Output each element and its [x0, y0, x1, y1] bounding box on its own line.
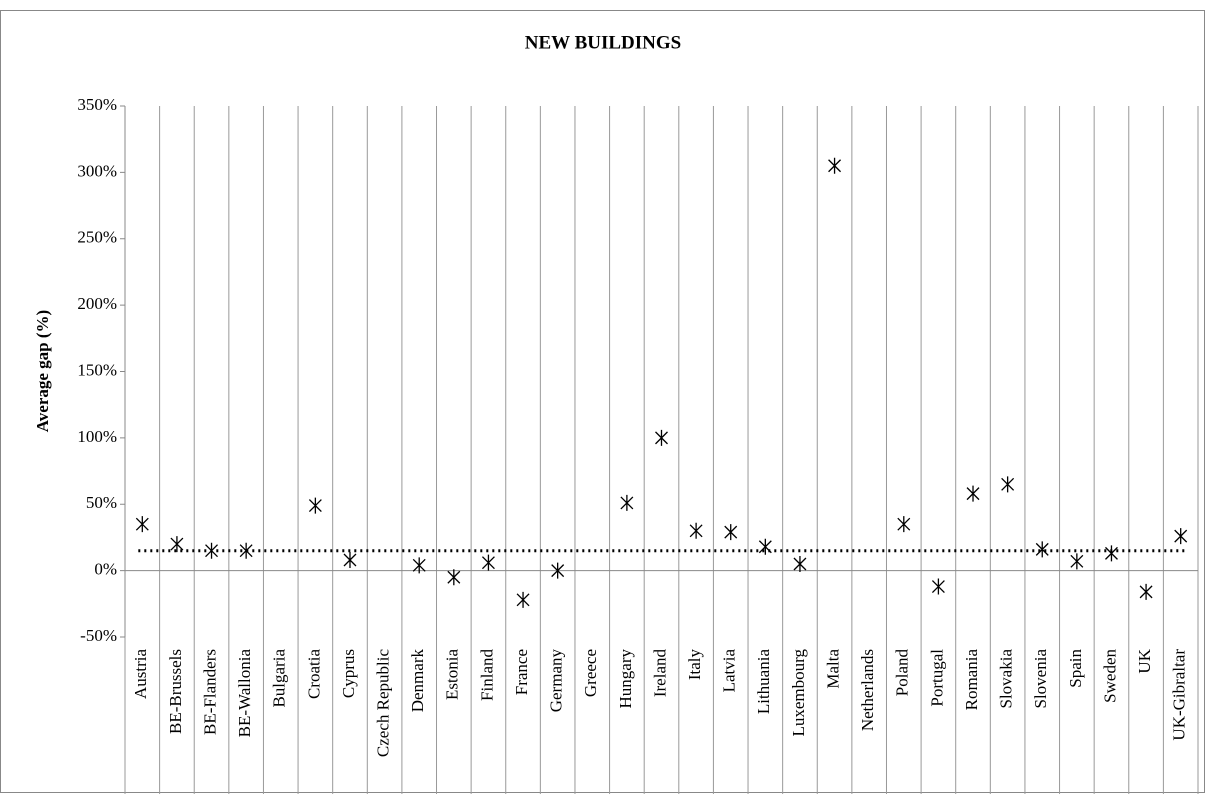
x-tick-label: Finland — [477, 649, 496, 701]
y-tick-label: 200% — [77, 294, 117, 313]
y-tick-label: -50% — [80, 626, 117, 645]
marker — [551, 562, 565, 579]
x-tick-label: BE-Flanders — [200, 649, 219, 735]
x-tick-label: Netherlands — [858, 649, 877, 731]
marker — [1035, 541, 1049, 558]
x-tick-label: Sweden — [1100, 649, 1119, 703]
marker — [1105, 545, 1118, 562]
marker — [1139, 583, 1153, 600]
x-tick-label: Malta — [823, 649, 842, 689]
y-tick-label: 300% — [77, 161, 117, 180]
x-tick-label: Portugal — [927, 649, 946, 707]
x-tick-label: Estonia — [443, 649, 462, 700]
marker — [931, 578, 945, 595]
x-tick-label: Austria — [131, 649, 150, 700]
x-tick-label: Cyprus — [339, 649, 358, 698]
chart-border — [0, 10, 1205, 793]
marker — [412, 557, 426, 574]
y-tick-label: 50% — [86, 493, 117, 512]
y-tick-label: 100% — [77, 427, 117, 446]
x-tick-label: UK-Gibraltar — [1170, 649, 1189, 741]
marker — [1070, 553, 1084, 570]
marker — [793, 555, 807, 572]
x-tick-label: Bulgaria — [270, 649, 289, 708]
chart-title: NEW BUILDINGS — [525, 32, 681, 53]
marker — [481, 554, 495, 571]
marker — [620, 494, 634, 511]
marker — [447, 569, 461, 586]
y-axis-label: Average gap (%) — [33, 310, 52, 432]
marker — [516, 591, 530, 608]
x-tick-label: Latvia — [720, 649, 739, 693]
marker — [897, 516, 911, 533]
x-tick-label: Lithuania — [754, 649, 773, 715]
x-tick-label: Croatia — [304, 649, 323, 699]
y-tick-label: 350% — [77, 95, 117, 114]
y-tick-label: 250% — [77, 228, 117, 247]
marker — [828, 157, 842, 174]
x-tick-label: Slovenia — [1031, 649, 1050, 709]
marker — [1001, 476, 1015, 493]
marker — [655, 429, 668, 446]
marker — [724, 524, 738, 541]
x-tick-label: France — [512, 649, 531, 695]
marker — [758, 538, 772, 555]
x-tick-label: Spain — [1066, 649, 1085, 688]
marker — [308, 497, 322, 514]
marker — [135, 516, 149, 533]
marker — [239, 542, 253, 559]
marker — [343, 552, 357, 569]
marker — [170, 536, 184, 553]
x-tick-label: Slovakia — [997, 649, 1016, 709]
marker — [689, 522, 703, 539]
marker — [966, 485, 980, 502]
x-tick-label: Ireland — [650, 649, 669, 698]
y-tick-label: 150% — [77, 360, 117, 379]
x-tick-label: Hungary — [616, 649, 635, 709]
y-tick-label: 0% — [94, 560, 117, 579]
marker — [1174, 528, 1188, 545]
x-tick-label: Germany — [547, 649, 566, 713]
x-tick-label: Italy — [685, 649, 704, 681]
x-tick-label: Denmark — [408, 649, 427, 713]
x-tick-label: BE-Wallonia — [235, 649, 254, 738]
x-tick-label: Poland — [893, 649, 912, 697]
x-tick-label: BE-Brussels — [166, 649, 185, 734]
x-tick-label: UK — [1135, 648, 1154, 673]
x-tick-label: Greece — [581, 649, 600, 697]
x-tick-label: Luxembourg — [789, 649, 808, 737]
marker — [205, 542, 218, 559]
x-tick-label: Romania — [962, 649, 981, 711]
x-tick-label: Czech Republic — [374, 649, 393, 758]
